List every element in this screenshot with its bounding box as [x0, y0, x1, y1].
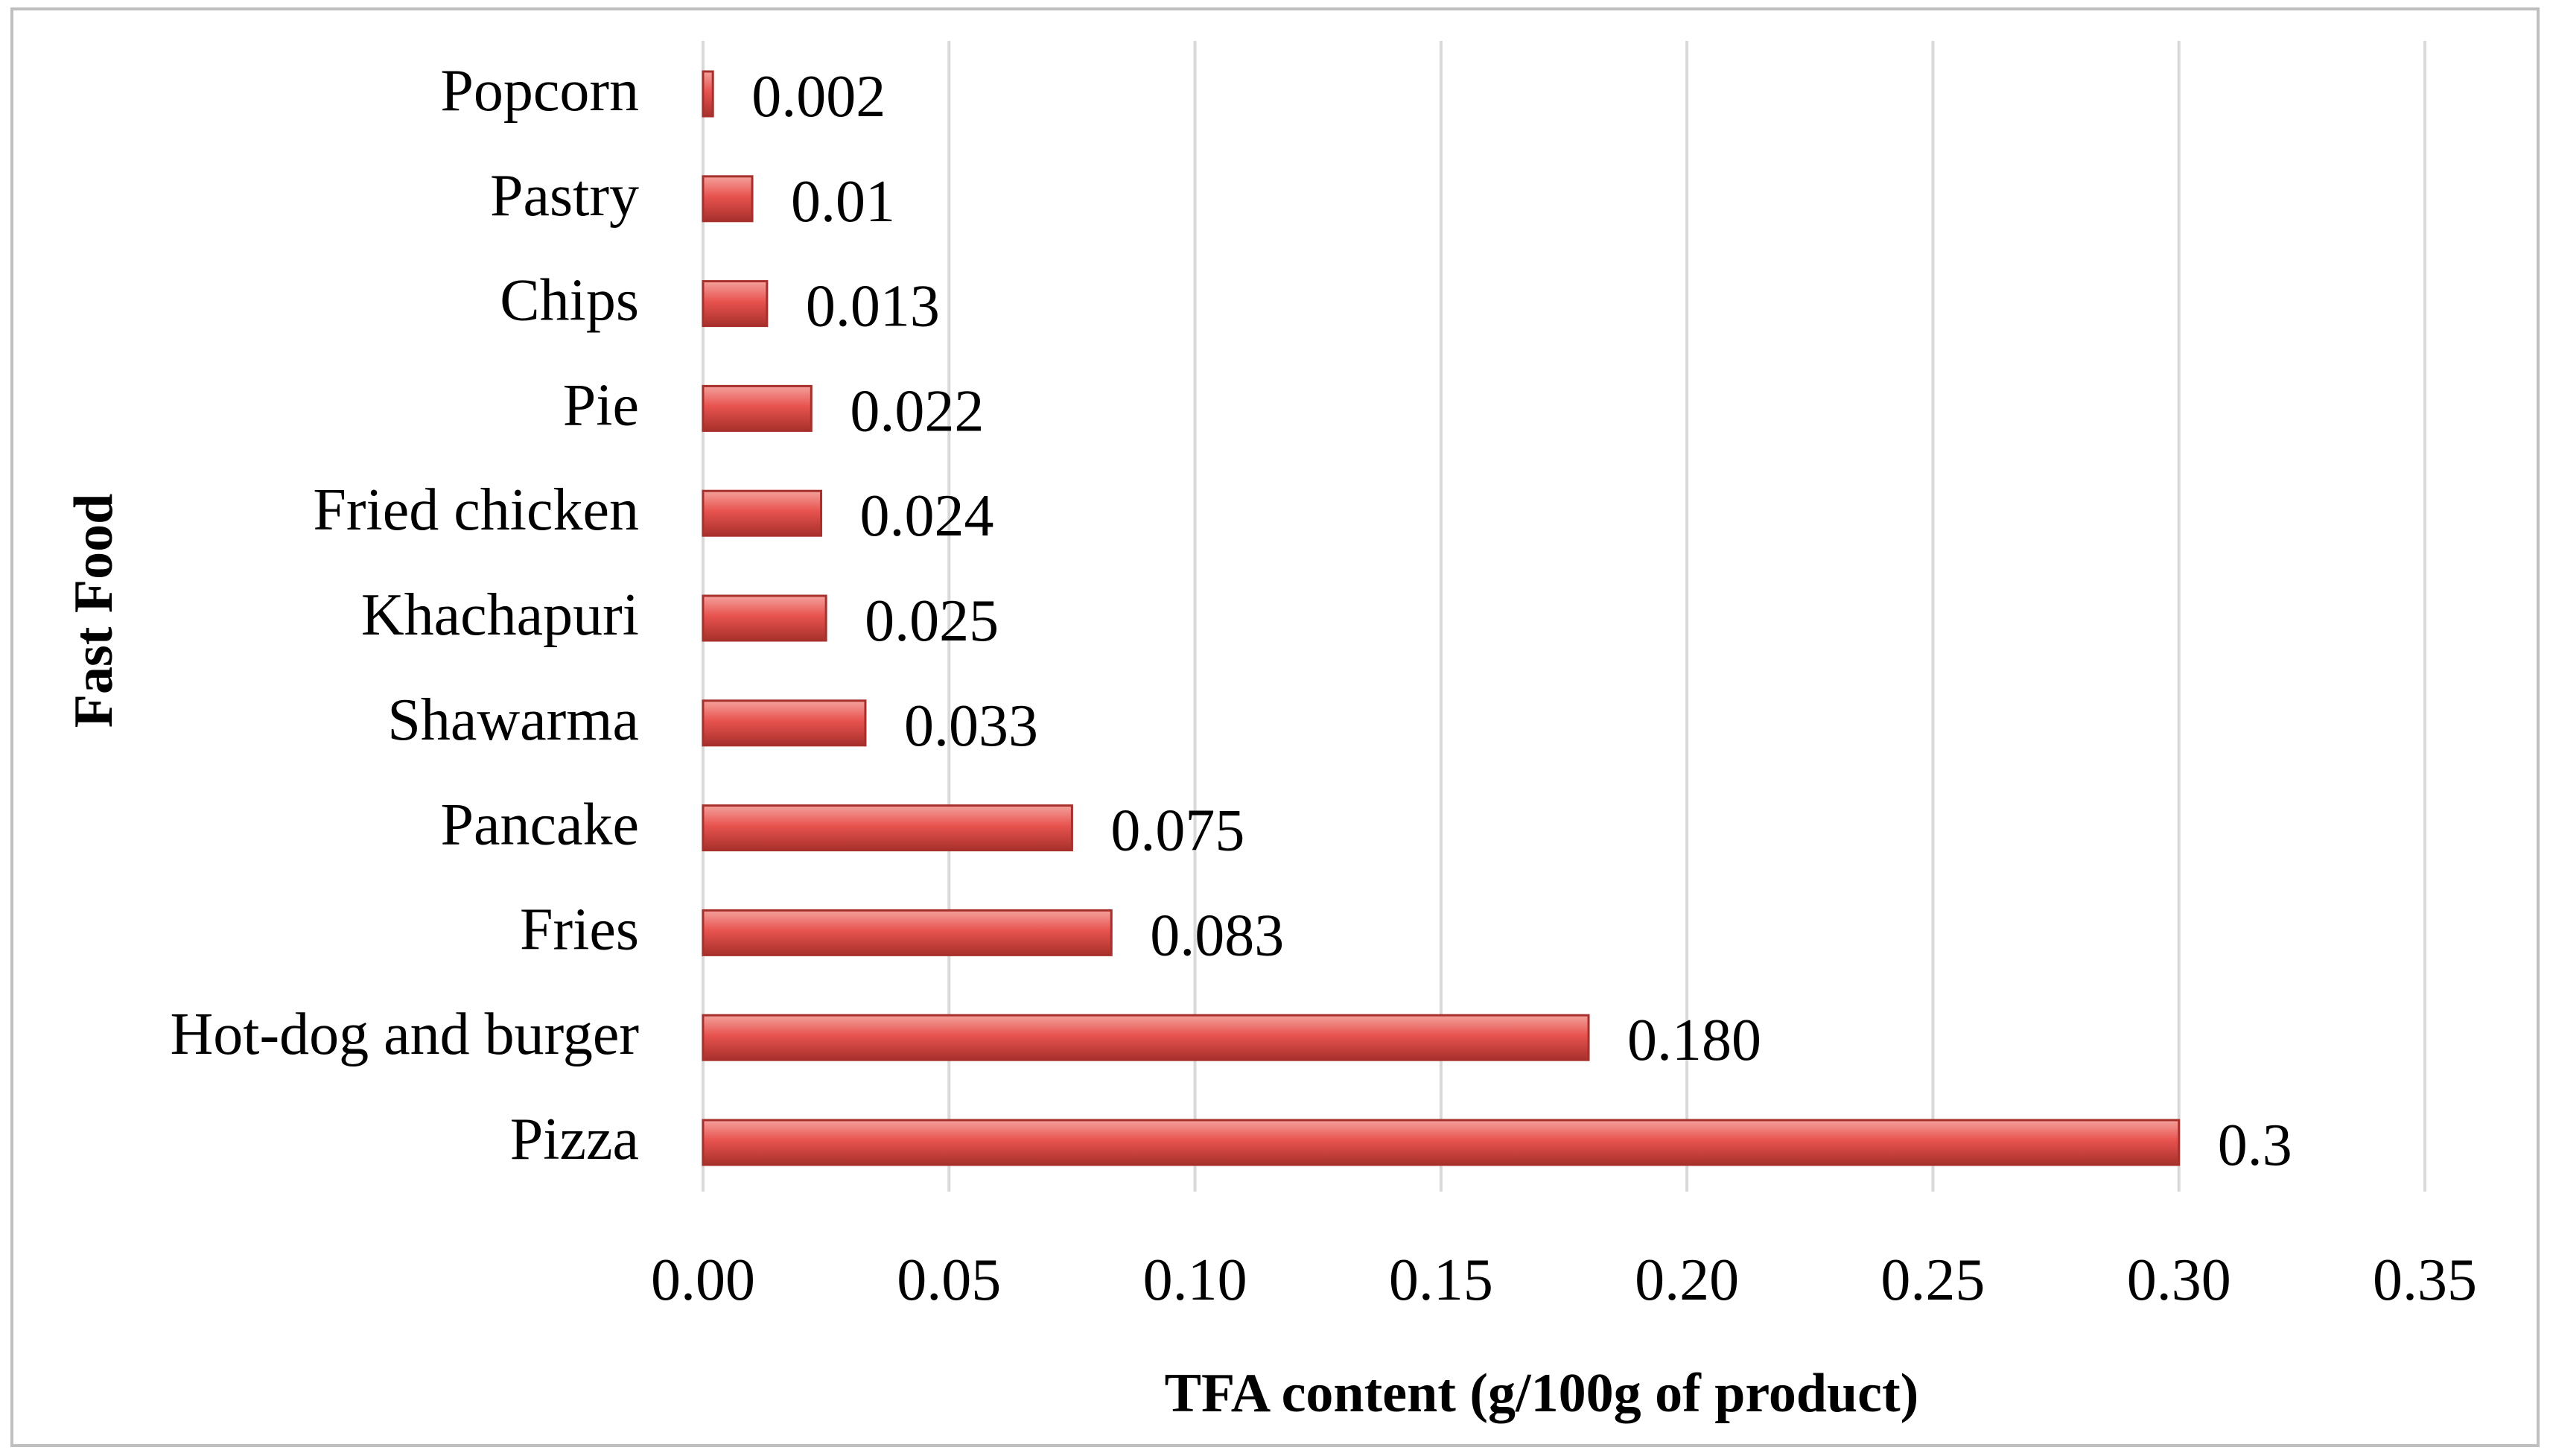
- bar: [702, 594, 827, 642]
- chart-frame: [10, 7, 2540, 1447]
- x-tick-label: 0.35: [2373, 1247, 2477, 1313]
- value-label: 0.3: [2218, 1113, 2292, 1178]
- category-label: Shawarma: [387, 687, 639, 753]
- value-label: 0.033: [904, 693, 1038, 759]
- category-label: Pie: [563, 372, 639, 438]
- x-tick-label: 0.15: [1389, 1247, 1493, 1313]
- category-label: Fried chicken: [313, 477, 639, 543]
- bar: [702, 1014, 1590, 1061]
- bar: [702, 909, 1113, 956]
- value-label: 0.075: [1110, 798, 1244, 864]
- bar: [702, 70, 714, 118]
- x-tick-label: 0.20: [1635, 1247, 1739, 1313]
- bar: [702, 699, 867, 747]
- x-tick-label: 0.25: [1880, 1247, 1985, 1313]
- category-label: Pizza: [510, 1107, 639, 1172]
- value-label: 0.083: [1150, 903, 1284, 968]
- value-label: 0.002: [751, 64, 885, 130]
- category-label: Popcorn: [440, 58, 639, 124]
- value-label: 0.01: [791, 169, 895, 235]
- bar: [702, 804, 1073, 852]
- bar: [702, 280, 769, 328]
- value-label: 0.025: [865, 588, 999, 654]
- y-axis-title: Fast Food: [63, 494, 124, 728]
- bar: [702, 1119, 2181, 1166]
- bar: [702, 489, 823, 537]
- x-axis-title: TFA content (g/100g of product): [1165, 1363, 1919, 1424]
- x-tick-label: 0.00: [651, 1247, 755, 1313]
- category-label: Fries: [520, 897, 639, 962]
- x-tick-label: 0.05: [897, 1247, 1001, 1313]
- category-label: Khachapuri: [361, 582, 639, 648]
- value-label: 0.024: [860, 483, 994, 549]
- category-label: Pastry: [490, 163, 639, 229]
- category-label: Pancake: [440, 792, 639, 858]
- x-tick-label: 0.10: [1143, 1247, 1247, 1313]
- category-label: Chips: [500, 268, 639, 334]
- bar: [702, 384, 813, 432]
- value-label: 0.180: [1627, 1008, 1761, 1073]
- value-label: 0.013: [806, 274, 940, 340]
- value-label: 0.022: [850, 378, 984, 444]
- x-tick-label: 0.30: [2127, 1247, 2231, 1313]
- bar: [702, 175, 754, 223]
- category-label: Hot-dog and burger: [171, 1002, 640, 1067]
